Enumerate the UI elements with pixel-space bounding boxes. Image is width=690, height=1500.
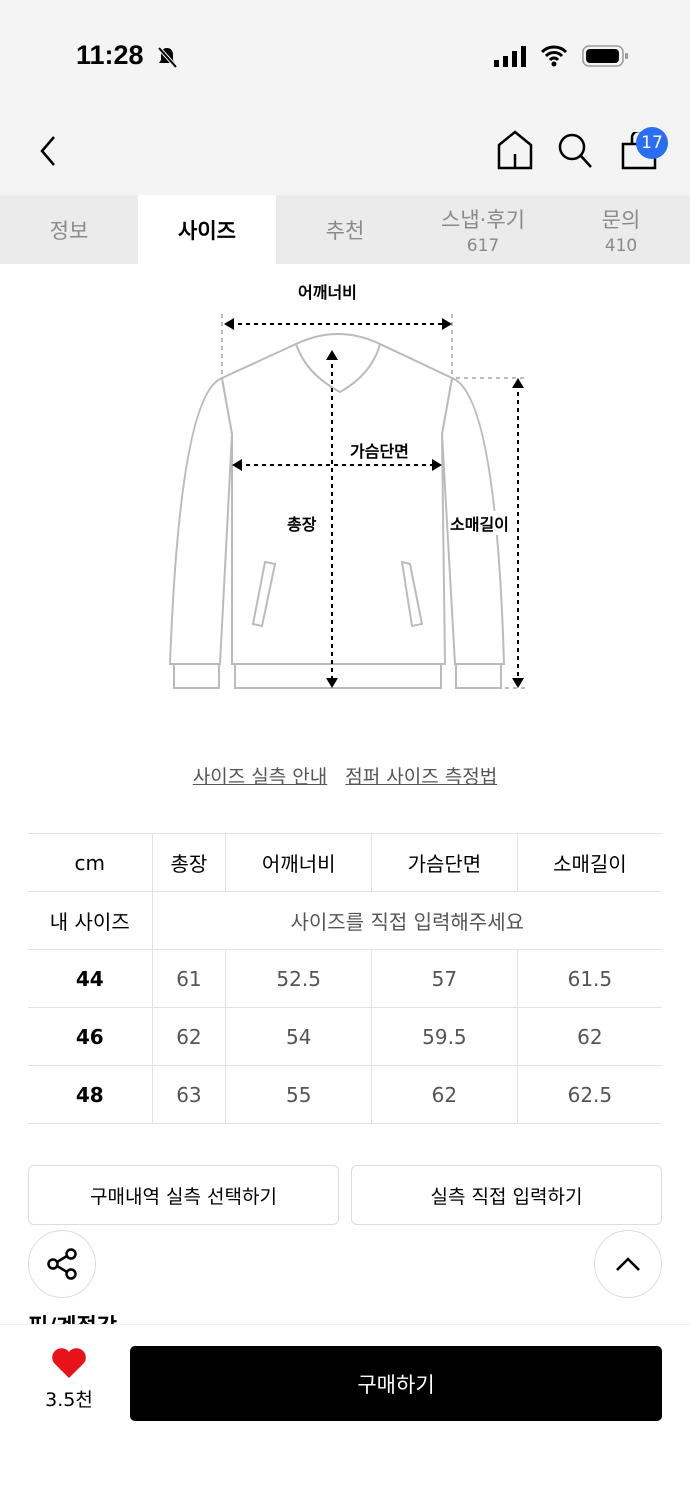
share-button[interactable] <box>28 1230 96 1298</box>
value-cell: 61.5 <box>516 949 662 1008</box>
value-cell: 62 <box>516 1007 662 1066</box>
size-guide-link[interactable]: 사이즈 실측 안내 <box>192 766 328 788</box>
tab-qna[interactable]: 문의 410 <box>552 195 690 264</box>
cart-count-badge: 17 <box>636 127 668 159</box>
jacket-body <box>220 343 454 665</box>
tab-label: 정보 <box>49 218 89 243</box>
search-icon[interactable] <box>557 132 595 172</box>
table-row: 48 63 55 62 62.5 <box>28 1065 662 1124</box>
tab-label: 추천 <box>325 218 365 243</box>
size-cell: 48 <box>28 1065 153 1124</box>
value-cell: 52.5 <box>225 949 373 1008</box>
jacket-diagram <box>168 314 525 689</box>
my-size-row: 내 사이즈 사이즈를 직접 입력해주세요 <box>28 891 662 950</box>
size-cell: 46 <box>28 1007 153 1066</box>
my-size-input[interactable]: 사이즈를 직접 입력해주세요 <box>151 891 662 950</box>
my-size-label: 내 사이즈 <box>28 891 153 950</box>
header-cell: cm <box>28 833 153 892</box>
value-cell: 62.5 <box>516 1065 662 1124</box>
length-label: 총장 <box>287 515 317 534</box>
collar <box>294 333 382 394</box>
value-cell: 59.5 <box>371 1007 518 1066</box>
shoulder-label: 어깨너비 <box>298 283 357 302</box>
hem-band <box>234 663 442 689</box>
tab-label: 스냅·후기 <box>441 207 525 232</box>
buy-button[interactable]: 구매하기 <box>130 1346 662 1421</box>
value-cell: 63 <box>151 1065 227 1124</box>
like-count: 3.5천 <box>45 1389 93 1411</box>
table-row: 46 62 54 59.5 62 <box>28 1007 662 1066</box>
value-cell: 54 <box>225 1007 373 1066</box>
home-icon[interactable] <box>496 130 534 170</box>
top-nav <box>0 100 690 195</box>
tab-info[interactable]: 정보 <box>0 195 138 264</box>
left-sleeve <box>168 376 234 665</box>
signal-icon <box>494 46 526 67</box>
measure-method-link[interactable]: 점퍼 사이즈 측정법 <box>345 766 498 788</box>
header-cell: 총장 <box>151 833 227 892</box>
sleeve-label: 소매길이 <box>450 511 509 535</box>
tab-size[interactable]: 사이즈 <box>138 195 276 264</box>
tab-count: 410 <box>604 235 638 256</box>
header-cell: 소매길이 <box>516 833 662 892</box>
tab-bar: 정보 사이즈 추천 스냅·후기 617 문의 410 <box>0 195 690 264</box>
header-cell: 어깨너비 <box>225 833 373 892</box>
section-title: 핏/계절감 <box>28 1310 117 1324</box>
value-cell: 62 <box>151 1007 227 1066</box>
size-links: 사이즈 실측 안내 점퍼 사이즈 측정법 <box>0 762 690 789</box>
scroll-top-button[interactable] <box>594 1230 662 1298</box>
battery-icon <box>582 45 628 67</box>
left-pocket <box>251 560 277 628</box>
back-icon[interactable] <box>36 134 60 168</box>
tab-recommend[interactable]: 추천 <box>276 195 414 264</box>
wifi-icon <box>540 45 568 67</box>
tab-label: 사이즈 <box>178 218 236 243</box>
size-table: cm 총장 어깨너비 가슴단면 소매길이 내 사이즈 사이즈를 직접 입력해주세… <box>28 833 662 1124</box>
tab-reviews[interactable]: 스냅·후기 617 <box>414 195 552 264</box>
share-icon <box>47 1248 77 1280</box>
chest-label: 가슴단면 <box>350 442 409 461</box>
bell-muted-icon <box>157 46 178 69</box>
bottom-bar: 3.5천 구매하기 <box>0 1324 690 1500</box>
table-row: 44 61 52.5 57 61.5 <box>28 949 662 1008</box>
value-cell: 55 <box>225 1065 373 1124</box>
tab-label: 문의 <box>601 207 641 232</box>
manual-input-button[interactable]: 실측 직접 입력하기 <box>351 1165 662 1225</box>
header-cell: 가슴단면 <box>371 833 518 892</box>
size-cell: 44 <box>28 949 153 1008</box>
value-cell: 57 <box>371 949 518 1008</box>
right-pocket <box>400 560 424 628</box>
heart-icon <box>52 1348 86 1378</box>
purchase-history-button[interactable]: 구매내역 실측 선택하기 <box>28 1165 339 1225</box>
chevron-up-icon <box>616 1257 640 1271</box>
table-header: cm 총장 어깨너비 가슴단면 소매길이 <box>28 833 662 892</box>
right-cuff <box>455 663 502 689</box>
value-cell: 62 <box>371 1065 518 1124</box>
clock: 11:28 <box>76 40 144 70</box>
status-bar: 11:28 <box>0 0 690 100</box>
like-button[interactable]: 3.5천 <box>30 1347 108 1412</box>
value-cell: 61 <box>151 949 227 1008</box>
left-cuff <box>173 663 220 689</box>
tab-count: 617 <box>466 235 500 256</box>
